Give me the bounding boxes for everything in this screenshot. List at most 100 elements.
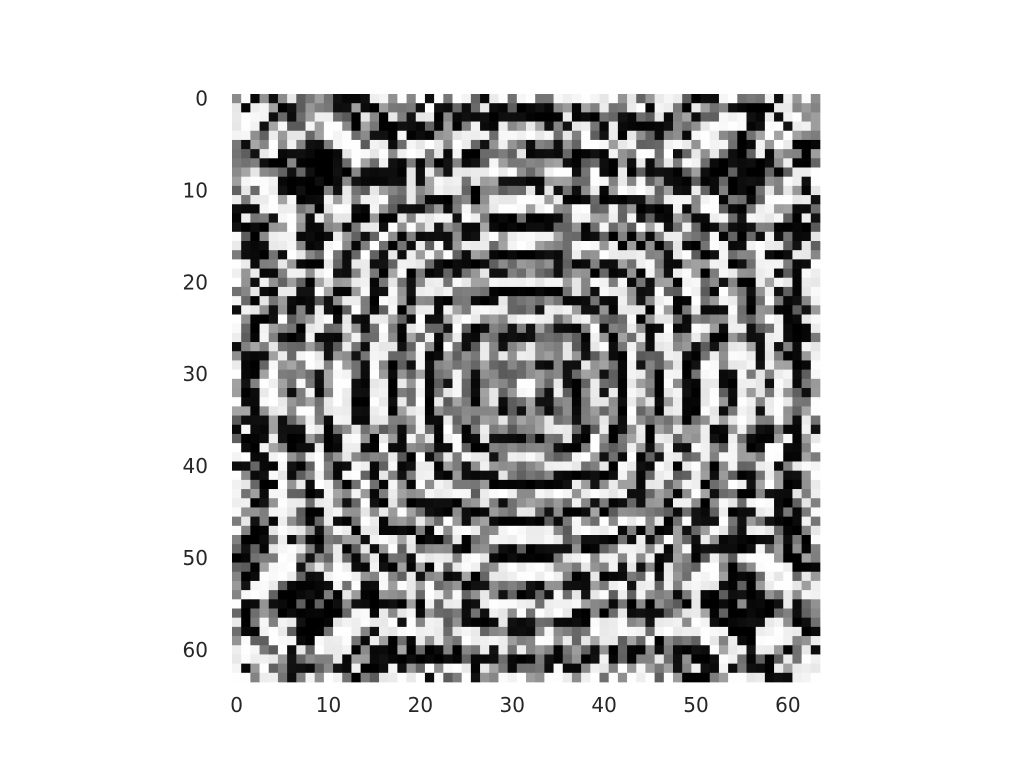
heatmap-cell: [232, 406, 242, 416]
heatmap-cell: [360, 195, 371, 205]
heatmap-cell: [461, 149, 472, 159]
heatmap-cell: [728, 470, 738, 481]
heatmap-cell: [801, 139, 812, 150]
heatmap-cell: [571, 562, 582, 573]
heatmap-cell: [562, 241, 573, 251]
heatmap-cell: [434, 158, 444, 168]
heatmap-cell: [700, 323, 711, 334]
heatmap-cell: [682, 130, 692, 141]
heatmap-cell: [305, 489, 316, 499]
heatmap-cell: [314, 397, 325, 407]
heatmap-cell: [810, 250, 821, 260]
heatmap-cell: [287, 351, 297, 361]
heatmap-cell: [810, 433, 821, 444]
heatmap-cell: [728, 626, 738, 637]
heatmap-cell: [581, 314, 591, 325]
heatmap-cell: [259, 176, 270, 187]
heatmap-cell: [397, 241, 407, 251]
heatmap-cell: [728, 139, 738, 150]
heatmap-cell: [452, 176, 463, 187]
heatmap-cell: [645, 176, 655, 187]
heatmap-cell: [718, 388, 729, 398]
heatmap-cell: [498, 268, 508, 279]
heatmap-cell: [388, 479, 398, 490]
heatmap-cell: [314, 222, 325, 233]
heatmap-cell: [443, 176, 453, 187]
heatmap-cell: [480, 535, 490, 545]
heatmap-cell: [636, 195, 646, 205]
heatmap-cell: [268, 222, 279, 233]
heatmap-cell: [323, 525, 334, 536]
heatmap-cell: [755, 195, 766, 205]
heatmap-cell: [461, 369, 472, 380]
heatmap-cell: [792, 571, 802, 582]
heatmap-cell: [259, 580, 270, 591]
heatmap-cell: [305, 507, 316, 517]
heatmap-cell: [801, 636, 812, 646]
heatmap-cell: [654, 204, 665, 214]
heatmap-cell: [801, 360, 812, 370]
heatmap-cell: [682, 470, 692, 481]
heatmap-cell: [599, 121, 610, 132]
heatmap-cell: [700, 241, 711, 251]
heatmap-cell: [342, 498, 352, 508]
heatmap-cell: [663, 222, 674, 233]
heatmap-cell: [443, 360, 453, 370]
heatmap-cell: [636, 314, 646, 325]
heatmap-cell: [296, 415, 306, 426]
heatmap-cell: [351, 351, 361, 361]
heatmap-cell: [397, 645, 407, 655]
heatmap-cell: [682, 250, 692, 260]
heatmap-cell: [397, 286, 407, 297]
heatmap-cell: [342, 617, 352, 628]
heatmap-cell: [526, 663, 536, 674]
heatmap-cell: [673, 433, 683, 444]
heatmap-cell: [268, 323, 279, 334]
heatmap-cell: [535, 599, 545, 609]
heatmap-cell: [241, 176, 251, 187]
heatmap-cell: [663, 498, 674, 508]
heatmap-cell: [691, 323, 701, 334]
heatmap-cell: [498, 176, 508, 187]
heatmap-cell: [489, 590, 499, 600]
heatmap-cell: [379, 397, 389, 407]
heatmap-cell: [360, 452, 371, 462]
heatmap-cell: [792, 489, 802, 499]
heatmap-cell: [516, 158, 527, 168]
heatmap-cell: [544, 424, 554, 435]
heatmap-cell: [526, 424, 536, 435]
heatmap-cell: [333, 479, 343, 490]
heatmap-cell: [810, 121, 821, 132]
heatmap-cell: [599, 544, 610, 554]
heatmap-cell: [571, 544, 582, 554]
heatmap-cell: [241, 286, 251, 297]
heatmap-cell: [277, 443, 288, 453]
heatmap-cell: [627, 415, 637, 426]
heatmap-cell: [783, 176, 793, 187]
heatmap-cell: [406, 231, 417, 242]
heatmap-cell: [415, 286, 426, 297]
heatmap-cell: [424, 479, 435, 490]
heatmap-cell: [452, 286, 463, 297]
heatmap-cell: [728, 516, 738, 527]
heatmap-cell: [434, 149, 444, 159]
heatmap-cell: [424, 130, 435, 141]
heatmap-cell: [296, 94, 306, 104]
heatmap-cell: [562, 406, 573, 416]
heatmap-cell: [516, 213, 527, 223]
heatmap-cell: [250, 277, 260, 288]
heatmap-cell: [718, 608, 729, 619]
heatmap-cell: [636, 636, 646, 646]
heatmap-cell: [314, 507, 325, 517]
heatmap-cell: [700, 406, 711, 416]
heatmap-cell: [673, 250, 683, 260]
heatmap-cell: [232, 452, 242, 462]
heatmap-cell: [783, 507, 793, 517]
heatmap-cell: [360, 535, 371, 545]
heatmap-cell: [810, 626, 821, 637]
heatmap-cell: [507, 590, 518, 600]
heatmap-cell: [764, 121, 775, 132]
heatmap-cell: [590, 250, 600, 260]
heatmap-cell: [489, 599, 499, 609]
heatmap-cell: [379, 516, 389, 527]
